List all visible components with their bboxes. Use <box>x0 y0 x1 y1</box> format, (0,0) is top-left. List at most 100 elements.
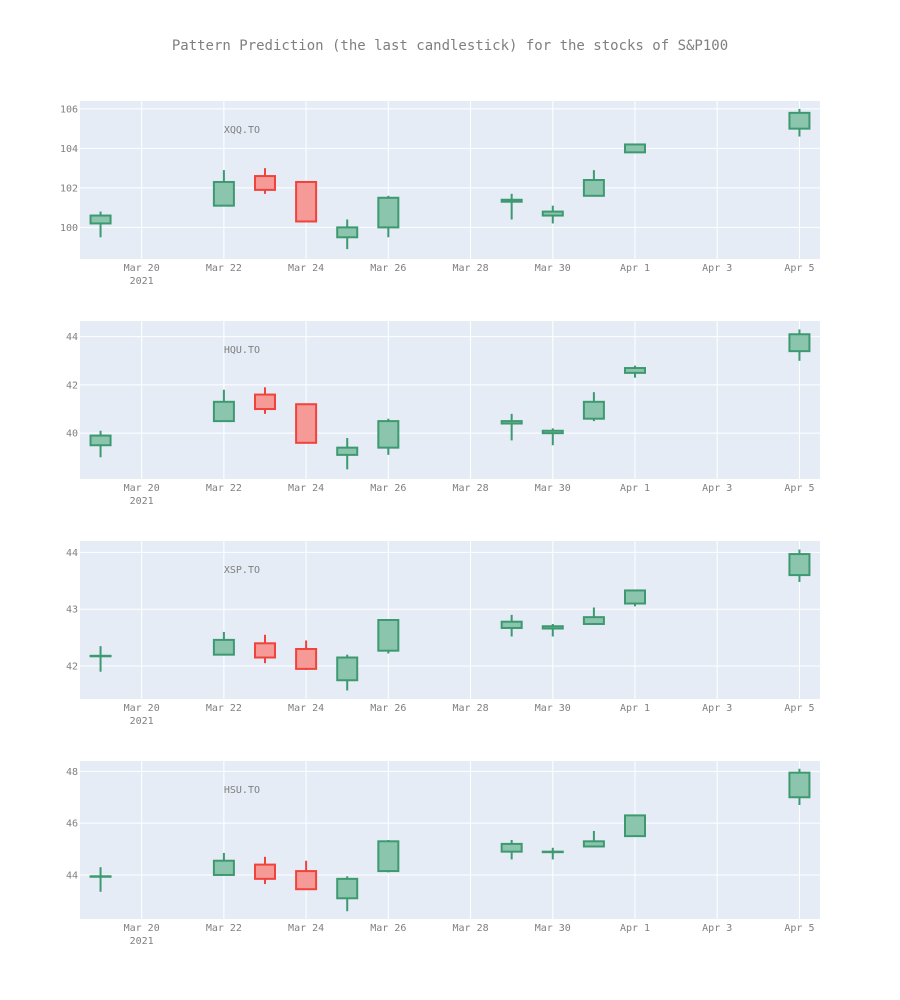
candlestick <box>212 389 235 423</box>
panel-xqq-to: Mar 20 2021 Mar 22 Mar 24 Mar 26 Mar 28 Mar 30… <box>60 101 820 287</box>
y-tick-label: 44 <box>66 332 78 343</box>
y-tick-label: 44 <box>66 548 78 559</box>
candle-body-increasing <box>212 180 235 207</box>
x-tick-label: Mar 20 <box>124 483 160 494</box>
candle-body-increasing <box>788 771 811 799</box>
candlestick <box>89 867 112 892</box>
x-tick-sublabel: 2021 <box>130 276 154 287</box>
x-tick-label: Mar 20 <box>124 703 160 714</box>
x-tick-label: Apr 5 <box>784 483 814 494</box>
y-tick-label: 102 <box>60 183 78 194</box>
candlestick <box>212 631 235 656</box>
x-tick-label: Mar 20 <box>124 923 160 934</box>
y-tick-label: 100 <box>60 223 78 234</box>
candle-body-increasing <box>336 446 359 456</box>
figure-title: Pattern Prediction (the last candlestick… <box>172 38 728 54</box>
x-tick-label: Mar 24 <box>288 703 324 714</box>
candlestick <box>254 634 276 664</box>
x-tick-label: Apr 5 <box>784 263 814 274</box>
x-tick-label: Mar 28 <box>452 703 488 714</box>
y-tick-label: 40 <box>66 429 78 440</box>
candlestick <box>254 168 276 194</box>
y-tick-label: 43 <box>66 605 78 616</box>
candlestick <box>582 607 605 625</box>
x-tick-label: Apr 1 <box>620 923 650 934</box>
candlestick <box>624 143 646 154</box>
x-tick-label: Mar 28 <box>452 483 488 494</box>
candlestick <box>788 549 811 582</box>
candle-body-increasing <box>582 179 605 197</box>
candlestick <box>336 219 359 250</box>
x-tick-sublabel: 2021 <box>130 936 154 947</box>
candlestick <box>500 413 523 441</box>
candlestick <box>377 840 400 873</box>
candlestick <box>500 193 523 220</box>
y-tick-label: 48 <box>66 767 78 778</box>
candle-body-decreasing <box>254 642 276 659</box>
candle-body-increasing <box>500 198 523 203</box>
x-tick-label: Mar 30 <box>535 263 571 274</box>
x-tick-label: Mar 24 <box>288 483 324 494</box>
x-tick-label: Mar 22 <box>206 263 242 274</box>
x-tick-label: Apr 5 <box>784 923 814 934</box>
candle-body-increasing <box>788 553 811 577</box>
candlestick <box>254 387 276 414</box>
ticker-annotation: HSU.TO <box>224 785 260 796</box>
x-tick-label: Mar 26 <box>370 703 406 714</box>
x-tick-sublabel: 2021 <box>130 496 154 507</box>
x-tick-label: Apr 3 <box>702 483 732 494</box>
candlestick <box>788 108 811 137</box>
candle-body-increasing <box>582 840 605 848</box>
y-tick-label: 42 <box>66 380 78 391</box>
y-tick-label: 46 <box>66 819 78 830</box>
candle-body-increasing <box>336 226 359 239</box>
x-tick-label: Mar 30 <box>535 703 571 714</box>
candle-body-increasing <box>500 420 523 425</box>
candlestick <box>89 430 112 458</box>
candlestick <box>624 365 646 378</box>
candlestick <box>89 646 112 672</box>
x-tick-label: Mar 26 <box>370 263 406 274</box>
x-tick-label: Mar 26 <box>370 923 406 934</box>
panel-xsp-to: Mar 20 2021 Mar 22 Mar 24 Mar 26 Mar 28 Mar 30… <box>66 541 820 727</box>
y-tick-label: 106 <box>60 104 78 115</box>
y-tick-label: 42 <box>66 662 78 673</box>
x-tick-label: Apr 5 <box>784 703 814 714</box>
candle-body-increasing <box>89 214 112 225</box>
candle-body-increasing <box>541 850 564 854</box>
x-tick-sublabel: 2021 <box>130 716 154 727</box>
candle-body-increasing <box>89 875 112 878</box>
candlestick <box>89 211 112 238</box>
candlestick <box>788 768 811 806</box>
candle-body-increasing <box>582 400 605 420</box>
candle-body-decreasing <box>254 175 276 191</box>
candlestick <box>582 830 605 848</box>
candlestick <box>212 170 235 207</box>
x-tick-label: Mar 30 <box>535 923 571 934</box>
candlestick <box>624 814 646 838</box>
candlestick <box>336 654 359 691</box>
candle-body-increasing <box>541 210 564 217</box>
candle-body-increasing <box>788 111 811 130</box>
candle-body-decreasing <box>295 870 318 891</box>
candlestick <box>582 392 605 422</box>
candlestick <box>541 428 564 446</box>
x-tick-label: Mar 22 <box>206 483 242 494</box>
candle-body-increasing <box>212 638 235 656</box>
plot-background <box>80 321 820 479</box>
candlestick <box>624 589 646 607</box>
panel-hqu-to: Mar 20 2021 Mar 22 Mar 24 Mar 26 Mar 28 Mar 30… <box>66 321 820 507</box>
x-tick-label: Mar 26 <box>370 483 406 494</box>
candle-body-decreasing <box>254 393 276 411</box>
candlestick <box>377 619 400 654</box>
candlestick <box>336 437 359 470</box>
candle-body-increasing <box>377 840 400 873</box>
plot-background <box>80 101 820 259</box>
candlestick <box>788 329 811 361</box>
x-tick-label: Mar 28 <box>452 923 488 934</box>
candlestick <box>377 418 400 455</box>
candle-body-increasing <box>788 333 811 353</box>
panel-hsu-to: Mar 20 2021 Mar 22 Mar 24 Mar 26 Mar 28 Mar 30… <box>66 761 820 947</box>
candle-body-increasing <box>336 877 359 900</box>
